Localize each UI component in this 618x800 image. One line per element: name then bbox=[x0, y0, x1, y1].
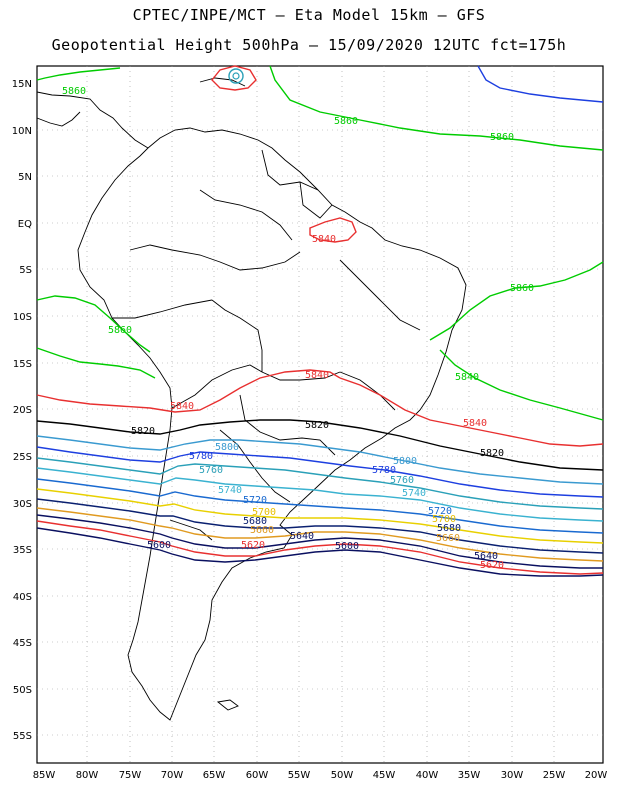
lon-label: 35W bbox=[458, 770, 481, 781]
lat-label: 20S bbox=[13, 405, 32, 416]
label-5860-e: 5860 bbox=[510, 283, 534, 294]
lon-label: 85W bbox=[33, 770, 56, 781]
map-title: CPTEC/INPE/MCT – Eta Model 15km – GFS bbox=[132, 6, 486, 24]
lat-label: 40S bbox=[13, 592, 32, 603]
lon-label: 30W bbox=[501, 770, 524, 781]
lon-label: 65W bbox=[203, 770, 226, 781]
label-5860-a: 5860 bbox=[62, 86, 86, 97]
lon-label: 45W bbox=[373, 770, 396, 781]
label-5840-c: 5840 bbox=[170, 401, 194, 412]
label-5720-a: 5720 bbox=[243, 495, 267, 506]
label-5840-d: 5840 bbox=[463, 418, 487, 429]
label-5800-a: 5800 bbox=[215, 442, 239, 453]
contour-5860 bbox=[36, 65, 604, 421]
contour-5660 bbox=[36, 507, 604, 562]
label-5840-a: 5840 bbox=[312, 234, 336, 245]
label-5660-a: 5660 bbox=[250, 525, 274, 536]
lat-label: 5S bbox=[19, 265, 32, 276]
label-5840-green: 5840 bbox=[455, 372, 479, 383]
lat-label: 15N bbox=[12, 79, 32, 90]
lon-label: 70W bbox=[161, 770, 184, 781]
contour-5760 bbox=[36, 457, 604, 510]
contour-5620 bbox=[36, 520, 604, 575]
label-5700-b: 5700 bbox=[432, 514, 456, 525]
label-5860-d: 5860 bbox=[108, 325, 132, 336]
label-5660-b: 5660 bbox=[436, 533, 460, 544]
lat-label: 15S bbox=[13, 359, 32, 370]
lon-label: 75W bbox=[119, 770, 142, 781]
low-center-core bbox=[232, 72, 240, 80]
label-5860-b: 5860 bbox=[334, 116, 358, 127]
label-5860-c: 5860 bbox=[490, 132, 514, 143]
graticule bbox=[37, 66, 603, 763]
label-5760-b: 5760 bbox=[390, 475, 414, 486]
lat-label: 10N bbox=[12, 126, 32, 137]
label-5640-b: 5640 bbox=[474, 551, 498, 562]
lat-label: 25S bbox=[13, 452, 32, 463]
label-5760-a: 5760 bbox=[199, 465, 223, 476]
lat-label: 30S bbox=[13, 499, 32, 510]
lat-label: 5N bbox=[18, 172, 32, 183]
contour-5600 bbox=[36, 527, 604, 577]
contour-5720 bbox=[36, 478, 604, 534]
contour-5640 bbox=[36, 514, 603, 569]
label-5780-a: 5780 bbox=[189, 451, 213, 462]
label-5680-a: 5680 bbox=[243, 516, 267, 527]
label-5840-b: 5840 bbox=[305, 370, 329, 381]
label-5700-a: 5700 bbox=[252, 507, 276, 518]
label-5600-a: 5600 bbox=[147, 540, 171, 551]
lon-label: 60W bbox=[246, 770, 269, 781]
lat-label: 55S bbox=[13, 731, 32, 742]
lat-label: EQ bbox=[18, 219, 32, 230]
lat-label: 10S bbox=[13, 312, 32, 323]
label-5740-a: 5740 bbox=[218, 485, 242, 496]
contour-5800 bbox=[36, 435, 604, 485]
longitude-labels: 85W 80W 75W 70W 65W 60W 55W 50W 45W 40W … bbox=[33, 770, 608, 781]
lon-label: 80W bbox=[76, 770, 99, 781]
contour-5700 bbox=[36, 488, 604, 544]
contour-5880-ne bbox=[477, 65, 604, 103]
map-subtitle: Geopotential Height 500hPa – 15/09/2020 … bbox=[51, 36, 567, 54]
lat-label: 35S bbox=[13, 545, 32, 556]
label-5680-b: 5680 bbox=[437, 523, 461, 534]
label-5820-b: 5820 bbox=[305, 420, 329, 431]
label-5800-b: 5800 bbox=[393, 456, 417, 467]
lat-label: 50S bbox=[13, 685, 32, 696]
lon-label: 55W bbox=[288, 770, 311, 781]
label-5620-b: 5620 bbox=[480, 560, 504, 571]
label-5820-a: 5820 bbox=[131, 426, 155, 437]
label-5820-c: 5820 bbox=[480, 448, 504, 459]
label-5720-b: 5720 bbox=[428, 506, 452, 517]
label-5620-a: 5620 bbox=[241, 540, 265, 551]
lon-label: 20W bbox=[585, 770, 608, 781]
lon-label: 50W bbox=[331, 770, 354, 781]
label-5740-b: 5740 bbox=[402, 488, 426, 499]
contour-5680 bbox=[36, 498, 604, 554]
label-5780-b: 5780 bbox=[372, 465, 396, 476]
label-5600-b: 5600 bbox=[335, 541, 359, 552]
label-5640-a: 5640 bbox=[290, 531, 314, 542]
coastlines bbox=[36, 77, 467, 721]
contour-labels: 5860 5860 5860 5860 5860 5840 5840 5840 … bbox=[62, 86, 534, 571]
latitude-labels: 15N 10N 5N EQ 5S 10S 15S 20S 25S 30S 35S… bbox=[12, 79, 32, 742]
lat-label: 45S bbox=[13, 638, 32, 649]
contour-5840 bbox=[36, 65, 604, 447]
lon-label: 25W bbox=[543, 770, 566, 781]
contour-5820 bbox=[36, 419, 604, 471]
low-center-ring bbox=[228, 68, 244, 84]
contour-5740 bbox=[36, 467, 604, 522]
contour-5780 bbox=[36, 446, 604, 498]
lon-label: 40W bbox=[416, 770, 439, 781]
map-frame bbox=[36, 65, 604, 764]
